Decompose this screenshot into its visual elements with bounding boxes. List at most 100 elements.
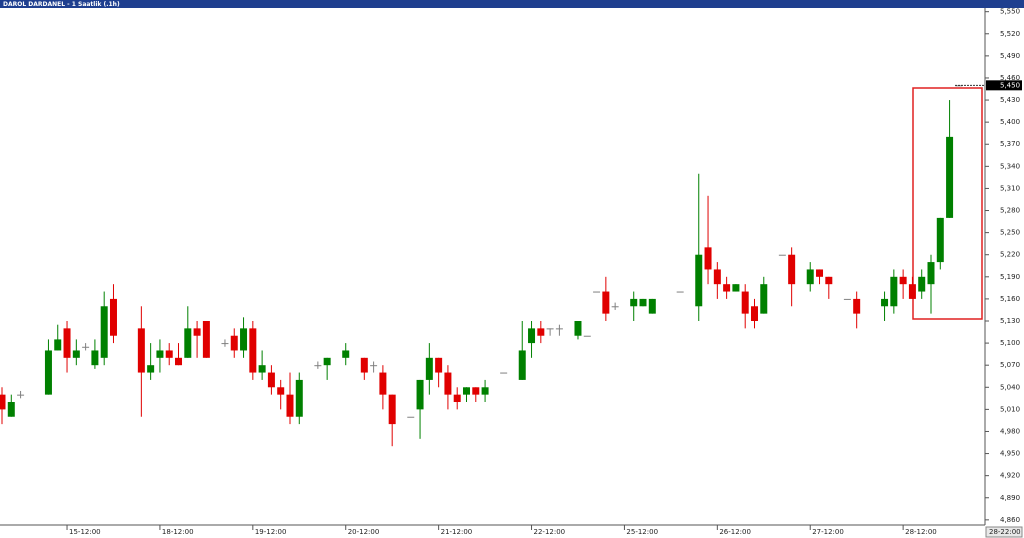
y-tick-label: 5,190: [1000, 273, 1020, 281]
candle-body: [156, 350, 164, 358]
candle-body: [472, 387, 480, 395]
candle-body: [221, 343, 229, 345]
title-bar: [0, 0, 1024, 8]
y-tick-label: 4,890: [1000, 494, 1020, 502]
candle-body: [7, 402, 15, 417]
y-tick-label: 5,400: [1000, 118, 1020, 126]
candle-body: [676, 291, 684, 293]
y-tick-label: 5,340: [1000, 162, 1020, 170]
y-tick-label: 5,310: [1000, 184, 1020, 192]
candle-body: [843, 298, 851, 300]
candle-body: [611, 306, 619, 308]
x-tick-label: 20-12:00: [348, 528, 380, 536]
candle-body: [908, 284, 916, 299]
candle-body: [741, 291, 749, 314]
y-tick-label: 5,040: [1000, 383, 1020, 391]
candle-body: [184, 328, 192, 358]
y-tick-label: 5,250: [1000, 229, 1020, 237]
candle-body: [825, 276, 833, 285]
y-tick-label: 4,950: [1000, 450, 1020, 458]
candle-body: [918, 276, 926, 292]
candle-body: [695, 254, 703, 307]
candle-body: [806, 269, 814, 285]
candle-body: [583, 335, 591, 337]
y-tick-label: 4,980: [1000, 427, 1020, 435]
candle-body: [425, 357, 433, 380]
candle-body: [388, 394, 396, 425]
y-tick-label: 5,220: [1000, 251, 1020, 259]
candle-body: [435, 357, 443, 373]
y-tick-label: 5,460: [1000, 74, 1020, 82]
candle-body: [17, 394, 25, 396]
candle-body: [760, 284, 768, 314]
x-tick-label: 22-12:00: [534, 528, 566, 536]
candle-body: [175, 357, 183, 366]
candle-body: [370, 365, 378, 367]
y-tick-label: 5,520: [1000, 30, 1020, 38]
candle-body: [788, 254, 796, 285]
y-tick-label: 5,100: [1000, 339, 1020, 347]
x-tick-label: 19-12:00: [255, 528, 287, 536]
x-tick-label: 15-12:00: [69, 528, 101, 536]
candle-body: [342, 350, 350, 358]
candle-body: [899, 276, 907, 285]
candle-body: [416, 379, 424, 410]
candle-body: [72, 350, 80, 358]
candle-body: [165, 350, 173, 358]
x-tick-label: 27-12:00: [812, 528, 844, 536]
y-tick-label: 5,550: [1000, 8, 1020, 16]
candle-body: [946, 136, 954, 218]
candle-body: [936, 217, 944, 263]
candle-body: [193, 328, 201, 336]
last-time-box: [985, 526, 1023, 538]
candle-body: [453, 394, 461, 403]
candle-body: [323, 357, 331, 366]
candle-body: [778, 254, 786, 256]
candle-body: [444, 372, 452, 395]
candle-body: [518, 350, 526, 380]
x-tick-label: 21-12:00: [441, 528, 473, 536]
y-tick-label: 5,490: [1000, 52, 1020, 60]
candle-body: [853, 298, 861, 314]
candle-body: [147, 365, 155, 373]
candle-body: [240, 328, 248, 351]
y-tick-label: 5,070: [1000, 361, 1020, 369]
candle-body: [379, 372, 387, 395]
y-tick-label: 5,010: [1000, 405, 1020, 413]
candle-body: [91, 350, 99, 366]
candle-body: [648, 298, 656, 314]
y-tick-label: 5,370: [1000, 140, 1020, 148]
y-tick-label: 4,860: [1000, 516, 1020, 524]
x-tick-label: 26-12:00: [719, 528, 751, 536]
candle-body: [639, 298, 647, 307]
candle-body: [54, 339, 62, 351]
candle-body: [137, 328, 145, 373]
candle-body: [230, 335, 238, 351]
candle-body: [723, 284, 731, 292]
candle-body: [713, 269, 721, 285]
x-tick-label: 18-12:00: [162, 528, 194, 536]
last-price-label: 5,450: [1000, 81, 1020, 89]
candle-body: [732, 284, 740, 292]
candle-body: [500, 372, 508, 374]
candle-body: [630, 298, 638, 307]
candle-body: [286, 394, 294, 417]
candle-body: [82, 346, 90, 348]
y-tick-label: 4,920: [1000, 472, 1020, 480]
candle-body: [109, 298, 117, 336]
candle-body: [249, 328, 257, 373]
candle-body: [704, 247, 712, 270]
x-tick-label: 25-12:00: [626, 528, 658, 536]
candle-body: [816, 269, 824, 277]
candle-body: [750, 306, 758, 321]
candle-body: [890, 276, 898, 307]
y-tick-label: 5,430: [1000, 96, 1020, 104]
candle-body: [100, 306, 108, 358]
highlight-box: [912, 87, 983, 320]
y-tick-label: 5,280: [1000, 207, 1020, 215]
candle-body: [63, 328, 71, 358]
y-tick-label: 5,130: [1000, 317, 1020, 325]
candle-body: [267, 372, 275, 388]
